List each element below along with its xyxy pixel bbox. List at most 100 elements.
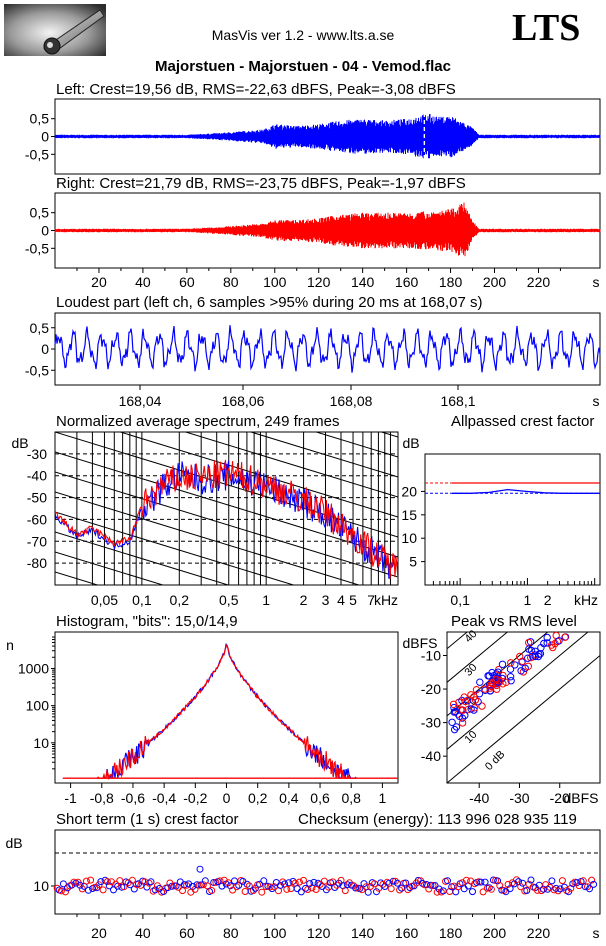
right-channel-ytick-label: 0,5: [30, 205, 50, 221]
peakrms-point: [452, 723, 461, 731]
crest-point: [145, 879, 153, 887]
left-channel-ytick-label: -0,5: [25, 146, 49, 162]
histogram-xtick-label: 0: [223, 790, 231, 806]
crest-point: [260, 877, 268, 885]
histogram-xtick-label: -0,8: [90, 790, 114, 806]
crest-xtick-label: 220: [527, 925, 551, 941]
spectrum-gridlines: [54, 432, 398, 585]
loudest-xtick-label: 168,1: [440, 393, 475, 409]
crest-point: [310, 878, 318, 886]
crest-point: [485, 884, 493, 892]
allpass-xtick-label: 0,1: [450, 592, 470, 608]
crest-xtick-label: 140: [351, 925, 375, 941]
histogram-xtick-label: -1: [64, 790, 77, 806]
checksum-text: Checksum (energy): 113 996 028 935 119: [298, 811, 577, 828]
peakrms-point: [464, 705, 472, 714]
crest-point: [304, 886, 312, 893]
histogram-xtick-label: 0,6: [310, 790, 330, 806]
crest-point: [567, 884, 575, 892]
spectrum-ytick-label: -30: [27, 446, 47, 462]
peakrms-diagonal-label: 10: [462, 729, 479, 746]
spectrum-slope-line: [55, 451, 398, 558]
crest-xtick-label: 80: [223, 925, 239, 941]
crest-point: [210, 879, 218, 886]
histogram-xtick-label: 1: [379, 790, 387, 806]
loudest-ytick-label: 0: [41, 341, 49, 357]
loudest-xtick-label: 168,04: [119, 393, 162, 409]
peakrms-ytick-label: -40: [421, 748, 441, 764]
logo-image: [4, 4, 106, 56]
crest-point: [506, 885, 514, 893]
peakrms-point: [511, 661, 519, 669]
spectrum-xtick-label: 4: [337, 592, 345, 608]
peakrms-xtick-label: -30: [509, 790, 529, 806]
crest-point: [352, 884, 360, 892]
peakrms-point: [459, 706, 467, 714]
crest-point: [316, 880, 324, 888]
crest-point: [556, 885, 564, 893]
crest-point: [554, 887, 562, 895]
crest-point: [588, 876, 596, 884]
allpass-xtick-label: 1: [524, 592, 532, 608]
crest-point: [558, 877, 566, 885]
crest-point: [191, 885, 199, 893]
peakrms-point: [498, 660, 507, 668]
spectrum-slope-line: [55, 571, 100, 585]
spectrum-xtick-label: 0,05: [91, 592, 118, 608]
peakrms-point: [507, 677, 515, 685]
allpass-ytick-label: 15: [401, 507, 417, 523]
crest-point: [496, 882, 504, 890]
crest-point: [143, 883, 151, 891]
crest-point: [287, 885, 295, 893]
peakrms-point: [525, 645, 533, 653]
time-axis-label: 40: [135, 274, 151, 290]
crest-point: [444, 877, 451, 885]
histogram-xtick-label: -0,4: [152, 790, 176, 806]
crest-point: [277, 881, 284, 889]
crest-point: [560, 883, 568, 891]
spectrum-xtick-label: 2: [300, 592, 308, 608]
allpass-ytick-label: 5: [409, 554, 417, 570]
spectrum-slope-line: [55, 632, 398, 737]
spectrum-xunit: kHz: [374, 592, 398, 608]
crest-frame: [54, 829, 601, 915]
spectrum-frame: [54, 431, 399, 586]
peakrms-diagonal-label: 30: [462, 662, 479, 679]
crest-point: [590, 880, 598, 888]
crest-point: [258, 888, 266, 896]
peakrms-point: [451, 707, 460, 716]
crest-xtick-label: 40: [135, 925, 151, 941]
peakrms-point: [518, 657, 527, 665]
left-channel-ytick-label: 0,5: [30, 111, 50, 127]
peakrms-point: [485, 672, 493, 680]
loudest-xtick-label: 168,06: [222, 393, 265, 409]
crest-xtick-label: 200: [483, 925, 507, 941]
peakrms-point: [460, 693, 468, 701]
time-axis-label: 180: [439, 274, 463, 290]
peakrms-xunit: dBFS: [563, 790, 598, 806]
crest-point: [239, 877, 247, 885]
peakrms-point: [478, 702, 486, 710]
crest-point: [116, 877, 124, 885]
crest-point: [581, 883, 589, 891]
peakrms-point: [524, 662, 532, 670]
crest-xtick-label: 100: [263, 925, 287, 941]
peakrms-point: [524, 654, 532, 662]
crest-point: [196, 865, 204, 873]
spectrum-slope-line: [55, 531, 230, 585]
spectrum-slope-line: [55, 471, 398, 578]
left-channel-ytick-label: 0: [41, 129, 49, 145]
peakrms-point: [461, 697, 469, 706]
allpass-frame: [424, 453, 601, 586]
crest-point: [391, 877, 399, 885]
peakrms-frame: [446, 631, 601, 784]
spectrum-xtick-label: 5: [349, 592, 357, 608]
crest-point: [103, 878, 111, 886]
crest-point: [300, 876, 307, 884]
time-axis-label: 60: [179, 274, 195, 290]
peakrms-point: [454, 710, 462, 718]
peakrms-point: [470, 693, 478, 701]
crest-point: [402, 879, 410, 887]
loudest-part-title: Loudest part (left ch, 6 samples >95% du…: [56, 294, 483, 311]
loudest-waveform: [54, 325, 601, 373]
